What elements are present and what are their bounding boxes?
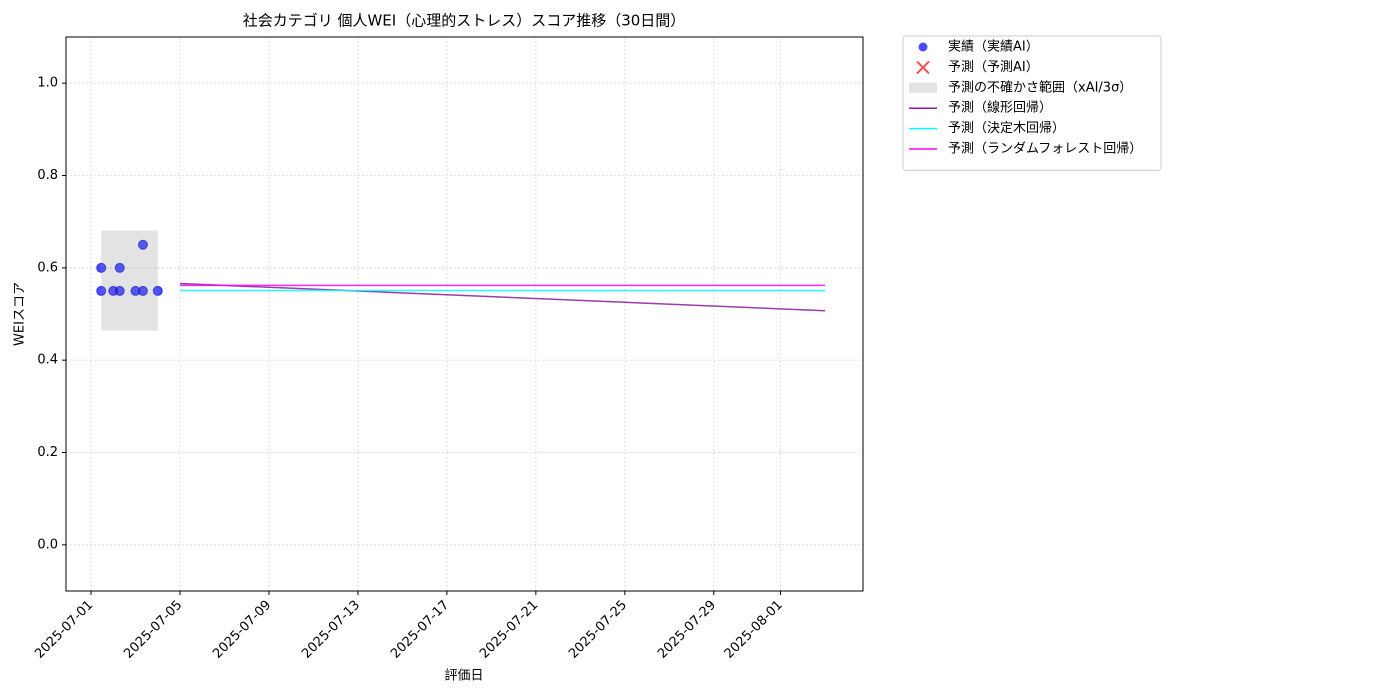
actual-point (137, 285, 148, 296)
chart-title: 社会カテゴリ 個人WEI（心理的ストレス）スコア推移（30日間） (243, 12, 686, 30)
actual-point (114, 262, 125, 273)
legend-label: 予測（予測AI） (948, 60, 1039, 75)
legend-label: 実績（実績AI） (948, 39, 1039, 55)
x-tick-label: 2025-07-09 (210, 598, 274, 662)
plot-frame (65, 36, 864, 592)
y-tick-label: 0.4 (37, 353, 58, 368)
actual-point (96, 262, 107, 273)
y-tick-label: 0.6 (37, 260, 58, 275)
y-tick-label: 0.2 (37, 445, 58, 460)
x-tick-label: 2025-07-21 (477, 598, 541, 662)
actual-point (137, 239, 148, 250)
legend-box (902, 35, 1162, 171)
x-tick-label: 2025-07-29 (655, 598, 719, 662)
legend-marker (916, 60, 930, 75)
actual-point (96, 285, 107, 296)
actual-point (114, 285, 125, 296)
legend-marker (918, 42, 928, 52)
x-tick-label: 2025-08-01 (722, 598, 786, 662)
x-tick-label: 2025-07-01 (32, 598, 96, 662)
x-tick-label: 2025-07-17 (388, 598, 452, 662)
actual-point (152, 285, 163, 296)
y-tick-label: 1.0 (37, 76, 58, 91)
legend-label: 予測（決定木回帰） (948, 120, 1065, 136)
legend-marker (909, 82, 937, 93)
legend-label: 予測（線形回帰） (948, 100, 1052, 116)
y-tick-label: 0.0 (37, 537, 58, 552)
y-axis-label: WEIスコア (13, 282, 28, 346)
y-tick-label: 0.8 (37, 168, 58, 183)
x-tick-label: 2025-07-25 (566, 598, 630, 662)
legend-label: 予測（ランダムフォレスト回帰） (948, 141, 1142, 157)
x-axis-label: 評価日 (444, 669, 483, 684)
x-tick-label: 2025-07-05 (121, 598, 185, 662)
legend-label: 予測の不確かさ範囲（xAI/3σ） (948, 79, 1132, 95)
prediction-line (179, 282, 826, 312)
uncertainty-band (101, 230, 158, 331)
x-tick-label: 2025-07-13 (299, 598, 363, 662)
